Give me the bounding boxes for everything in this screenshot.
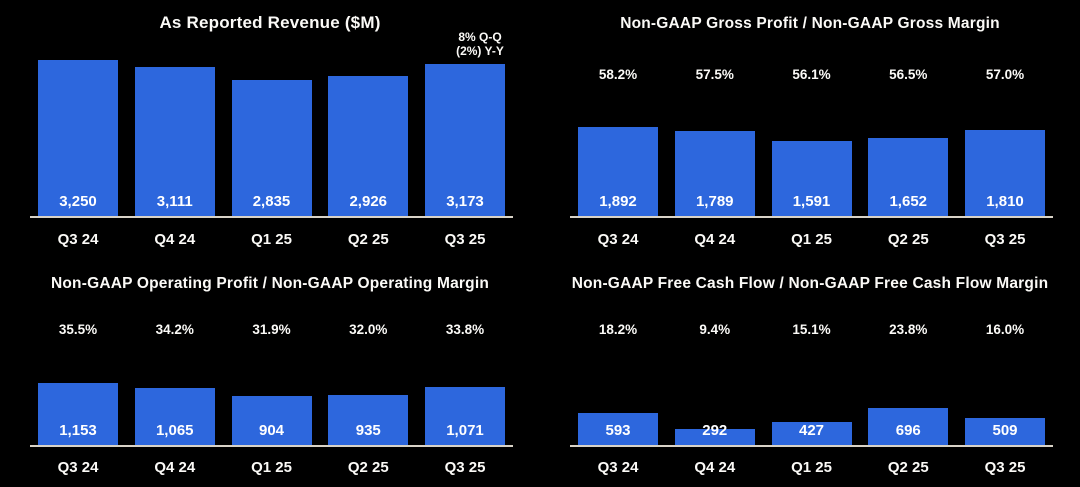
bar-value-label: 1,153	[59, 422, 97, 439]
chart-as-reported-revenue: As Reported Revenue ($M) 8% Q-Q (2%) Y-Y…	[0, 0, 540, 250]
margin-pct-label-q2-25: 23.8%	[889, 322, 928, 337]
x-tick-label-q1-25: Q1 25	[791, 231, 832, 248]
bar-q4-24: 292	[674, 422, 755, 445]
bar-value-label: 3,250	[59, 193, 97, 210]
yoy-change-label: (2%) Y-Y	[456, 43, 504, 58]
margin-pct-label-q4-24: 57.5%	[695, 67, 734, 82]
bar-q4-24: 1,789	[674, 131, 755, 216]
bar-q3-25: 3,173	[425, 63, 505, 216]
plot-area: 1,892 1,789 1,591 1,652 1,810	[570, 60, 1053, 218]
x-tick-label-q3-24: Q3 24	[597, 459, 639, 476]
bar-q3-25: 1,071	[425, 387, 505, 445]
x-tick-label-q2-25: Q2 25	[887, 231, 929, 248]
bar-q1-25: 2,835	[231, 79, 312, 216]
bar-q2-25: 696	[868, 407, 949, 445]
margin-pct-label-q1-25: 15.1%	[792, 322, 831, 337]
x-tick-label-q3-25: Q3 25	[444, 231, 486, 248]
bar-q1-25: 1,591	[771, 140, 852, 216]
bar-q3-24: 1,892	[578, 126, 658, 216]
bar-q3-24: 1,153	[38, 383, 118, 445]
margin-pct-label-q4-24: 9.4%	[699, 322, 731, 337]
bar-value-label: 292	[702, 422, 728, 439]
bar-value-label: 1,652	[889, 193, 928, 210]
bar-value-label: 3,111	[156, 193, 193, 210]
x-tick-label-q2-25: Q2 25	[887, 459, 929, 476]
bar-value-label: 1,892	[599, 193, 637, 210]
x-tick-label-q3-24: Q3 24	[57, 459, 99, 476]
x-tick-label-q3-24: Q3 24	[57, 231, 99, 248]
margin-pct-label-q3-24: 35.5%	[58, 322, 98, 337]
bar-value-label: 1,065	[155, 422, 194, 439]
x-tick-label-q4-24: Q4 24	[154, 231, 196, 248]
bar-value-label: 1,591	[792, 193, 831, 210]
bar-value-label: 509	[992, 422, 1018, 439]
bar-value-label: 3,173	[446, 193, 484, 210]
bar-q1-25: 427	[771, 422, 852, 445]
margin-pct-label-q3-25: 33.8%	[445, 322, 485, 337]
bar-value-label: 1,789	[695, 193, 734, 210]
bar-q3-25: 1,810	[965, 130, 1045, 216]
x-tick-label-q3-25: Q3 25	[444, 459, 486, 476]
chart-title: Non-GAAP Gross Profit / Non-GAAP Gross M…	[620, 15, 1000, 32]
plot-area: 1,153 1,065 904 935 1,071	[30, 289, 513, 447]
chart-gross-profit-margin: Non-GAAP Gross Profit / Non-GAAP Gross M…	[540, 0, 1080, 250]
chart-title: Non-GAAP Free Cash Flow / Non-GAAP Free …	[571, 275, 1049, 292]
margin-labels-row: 58.2% 57.5% 56.1% 56.5% 57.0%	[570, 67, 1053, 82]
x-axis-labels: Q3 24 Q4 24 Q1 25 Q2 25 Q3 25	[30, 459, 513, 476]
bar-q3-24: 3,250	[38, 60, 118, 216]
margin-pct-label-q4-24: 34.2%	[155, 322, 194, 337]
x-tick-label-q4-24: Q4 24	[694, 459, 736, 476]
x-tick-label-q1-25: Q1 25	[791, 459, 832, 476]
bar-q4-24: 3,111	[134, 66, 215, 216]
margin-pct-label-q3-25: 16.0%	[985, 322, 1025, 337]
plot-area: 593 292 427 696 509	[570, 289, 1053, 447]
bar-q3-24: 593	[578, 413, 658, 445]
bar-q2-25: 935	[328, 394, 409, 445]
bar-q3-25: 509	[965, 417, 1045, 445]
margin-pct-label-q3-24: 18.2%	[598, 322, 638, 337]
bar-value-label: 904	[258, 422, 285, 439]
chart-operating-profit-margin: Non-GAAP Operating Profit / Non-GAAP Ope…	[0, 250, 540, 487]
margin-pct-label-q1-25: 56.1%	[792, 67, 831, 82]
x-tick-label-q2-25: Q2 25	[347, 231, 389, 248]
margin-labels-row: 35.5% 34.2% 31.9% 32.0% 33.8%	[30, 322, 513, 337]
bar-value-label: 2,926	[349, 193, 388, 210]
bar-value-label: 935	[355, 422, 381, 439]
margin-labels-row: 18.2% 9.4% 15.1% 23.8% 16.0%	[570, 322, 1053, 337]
x-axis-labels: Q3 24 Q4 24 Q1 25 Q2 25 Q3 25	[570, 231, 1053, 248]
bar-value-label: 1,071	[446, 422, 484, 439]
margin-pct-label-q3-24: 58.2%	[598, 67, 638, 82]
x-tick-label-q1-25: Q1 25	[251, 459, 292, 476]
x-tick-label-q4-24: Q4 24	[694, 231, 736, 248]
plot-area: 3,250 3,111 2,835 2,926 3,173	[30, 60, 513, 218]
margin-pct-label-q2-25: 56.5%	[889, 67, 928, 82]
bar-q4-24: 1,065	[134, 387, 215, 445]
chart-title: As Reported Revenue ($M)	[159, 13, 381, 32]
x-tick-label-q1-25: Q1 25	[251, 231, 292, 248]
bar-value-label: 593	[605, 422, 631, 439]
chart-free-cash-flow-margin: Non-GAAP Free Cash Flow / Non-GAAP Free …	[540, 250, 1080, 487]
bar-q2-25: 1,652	[868, 137, 949, 216]
qoq-yoy-annotation: 8% Q-Q (2%) Y-Y	[425, 30, 535, 58]
x-axis-labels: Q3 24 Q4 24 Q1 25 Q2 25 Q3 25	[570, 459, 1053, 476]
margin-pct-label-q3-25: 57.0%	[985, 67, 1025, 82]
qoq-change-label: 8% Q-Q	[458, 30, 502, 44]
bar-q2-25: 2,926	[328, 75, 409, 216]
margin-pct-label-q2-25: 32.0%	[349, 322, 388, 337]
x-axis-labels: Q3 24 Q4 24 Q1 25 Q2 25 Q3 25	[30, 231, 513, 248]
x-tick-label-q3-24: Q3 24	[597, 231, 639, 248]
bar-value-label: 2,835	[252, 193, 291, 210]
x-tick-label-q2-25: Q2 25	[347, 459, 389, 476]
x-tick-label-q3-25: Q3 25	[984, 231, 1026, 248]
margin-pct-label-q1-25: 31.9%	[252, 322, 291, 337]
bar-value-label: 696	[895, 422, 921, 439]
bar-value-label: 1,810	[986, 193, 1024, 210]
bar-value-label: 427	[798, 422, 825, 439]
bar-q1-25: 904	[231, 396, 312, 445]
x-tick-label-q4-24: Q4 24	[154, 459, 196, 476]
chart-title: Non-GAAP Operating Profit / Non-GAAP Ope…	[50, 275, 489, 292]
x-tick-label-q3-25: Q3 25	[984, 459, 1026, 476]
